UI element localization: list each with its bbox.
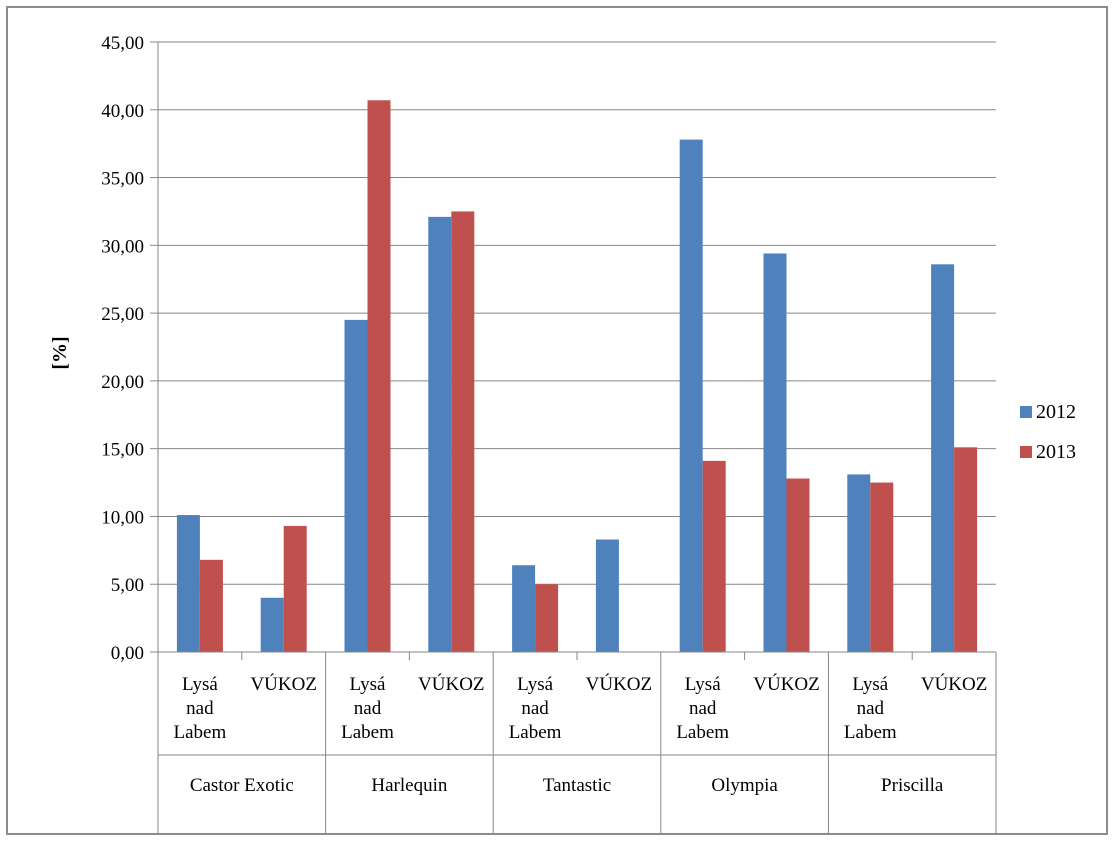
y-axis-title: [%]: [49, 336, 71, 369]
y-tick-label: 20,00: [101, 372, 144, 393]
bar-2012: [595, 539, 619, 652]
y-axis-tick-labels: 0,00 5,00 10,00 15,00 20,00 25,00 30,00 35,00 40…: [101, 33, 144, 664]
y-tick-label: 0,00: [111, 643, 144, 664]
y-tick-label: 10,00: [101, 507, 144, 528]
x-category-label: VÚKOZ: [753, 673, 820, 695]
bar-2013: [283, 525, 307, 652]
bar-2012: [260, 597, 284, 652]
legend-swatch: [1020, 406, 1032, 418]
bar-2013: [954, 447, 978, 652]
x-category-label: Lysá nad Labem: [676, 674, 729, 743]
y-tick-label: 30,00: [101, 236, 144, 257]
y-tick-label: 15,00: [101, 440, 144, 461]
x-category-label: Lysá nad Labem: [341, 674, 394, 743]
bar-2013: [199, 559, 223, 652]
x-category-label: VÚKOZ: [586, 673, 653, 695]
x-category-label: VÚKOZ: [418, 673, 485, 695]
bar-2012: [428, 216, 452, 652]
bar-2013: [870, 482, 894, 652]
bar-2013: [702, 460, 726, 652]
bar-2012: [847, 474, 871, 652]
y-tick-label: 40,00: [101, 101, 144, 122]
y-tick-label: 25,00: [101, 304, 144, 325]
bar-2013: [451, 211, 475, 652]
legend-label: 2012: [1036, 401, 1076, 423]
x-category-label: Lysá nad Labem: [174, 674, 227, 743]
bar-2012: [679, 139, 703, 653]
legend: 2012 2013: [1020, 401, 1076, 463]
x-category-label: VÚKOZ: [921, 673, 988, 695]
bar-2013: [786, 478, 810, 652]
chart-frame: 0,00 5,00 10,00 15,00 20,00 25,00 30,00 35,00 40…: [6, 6, 1108, 835]
bar-chart: 0,00 5,00 10,00 15,00 20,00 25,00 30,00 35,00 40…: [49, 33, 1076, 833]
bar-2012: [176, 515, 200, 652]
x-category-label: Lysá nad Labem: [509, 674, 562, 743]
bar-2013: [367, 100, 391, 653]
legend-label: 2013: [1036, 441, 1076, 463]
bar-2012: [344, 319, 368, 652]
x-group-label: Tantastic: [543, 775, 611, 796]
legend-swatch: [1020, 446, 1032, 458]
x-group-label: Castor Exotic: [190, 775, 294, 796]
y-tick-label: 5,00: [111, 575, 144, 596]
bar-2012: [763, 253, 787, 652]
bar-2012: [931, 264, 955, 652]
bars: [176, 100, 978, 653]
y-tick-label: 35,00: [101, 169, 144, 190]
x-category-label: VÚKOZ: [250, 673, 317, 695]
bar-2013: [535, 584, 559, 652]
bar-2012: [512, 565, 536, 652]
x-group-label: Olympia: [711, 775, 778, 796]
x-group-label: Priscilla: [881, 775, 944, 796]
x-category-label: Lysá nad Labem: [844, 674, 897, 743]
x-group-label: Harlequin: [371, 775, 447, 796]
x-axis: Lysá nad Labem VÚKOZ Lysá nad Labem VÚKOZ Lysá na…: [157, 651, 997, 833]
y-tick-label: 45,00: [101, 33, 144, 54]
